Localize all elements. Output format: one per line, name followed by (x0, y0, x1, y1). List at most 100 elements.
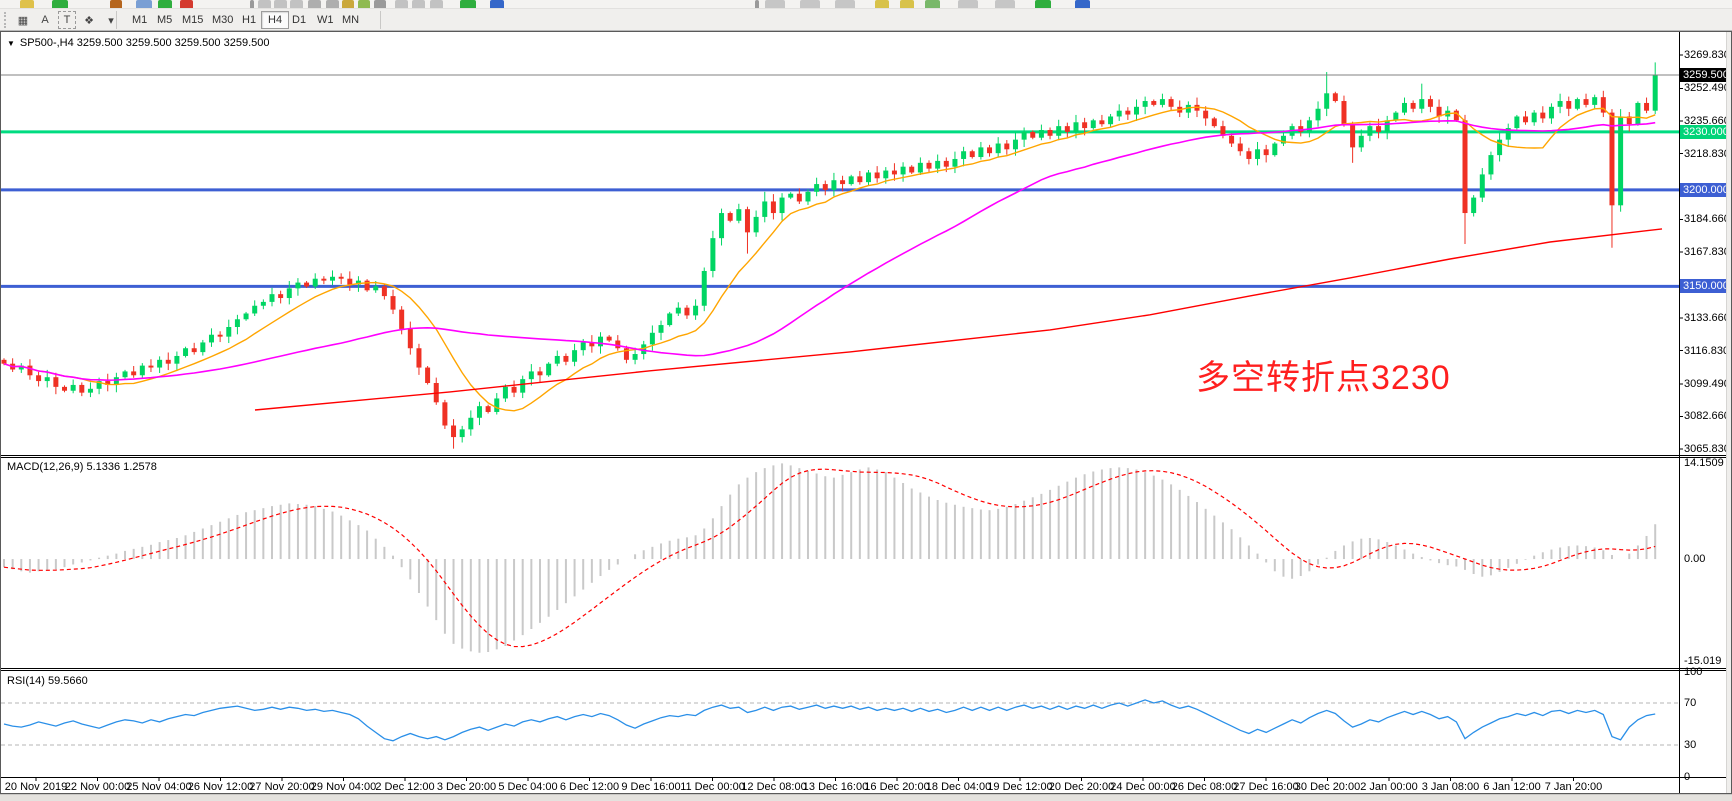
candle (961, 151, 967, 159)
candle (183, 348, 189, 356)
candle (528, 371, 534, 380)
toolbar-icon-fragment[interactable] (326, 0, 339, 8)
candle (390, 296, 396, 310)
candle (1367, 126, 1373, 136)
toolbar-icon-fragment[interactable] (180, 0, 193, 8)
draw-objects-caret-icon[interactable]: ▾ (108, 14, 114, 27)
toolbar-icon-fragment[interactable] (765, 0, 785, 8)
date-axis-label: 6 Dec 12:00 (559, 781, 620, 793)
date-axis-label: 25 Nov 04:00 (126, 781, 192, 793)
candle (425, 367, 431, 384)
candle (866, 172, 871, 183)
toolbar-icon-fragment[interactable] (430, 0, 443, 8)
toolbar-icon-fragment[interactable] (900, 0, 914, 8)
candle (667, 313, 673, 326)
toolbar-icon-fragment[interactable] (250, 0, 254, 8)
candle (546, 363, 552, 376)
toolbar-icon-fragment[interactable] (136, 0, 152, 8)
candle (286, 288, 292, 299)
candle (1151, 101, 1157, 105)
ma-fast-line (3, 106, 1656, 412)
date-axis-label: 2 Jan 00:00 (1360, 781, 1418, 793)
candle (476, 406, 482, 418)
date-axis-label: 13 Dec 16:00 (802, 781, 869, 793)
toolbar-icon-fragment[interactable] (258, 0, 271, 8)
candle (693, 305, 699, 316)
toolbar-icon-fragment[interactable] (958, 0, 978, 8)
candle (312, 278, 318, 287)
candle (572, 350, 578, 362)
toolbar-icon-fragment[interactable] (412, 0, 425, 8)
price-badge: 3259.500 (1680, 67, 1731, 82)
toolbar-icon-fragment[interactable] (995, 0, 1015, 8)
toolbar-icon-fragment[interactable] (110, 0, 122, 8)
price-axis-tick-label: 3218.830 (1684, 147, 1730, 160)
rsi-axis-label: 30 (1684, 739, 1697, 751)
candle (494, 398, 500, 412)
toolbar-icon-fragment[interactable] (490, 0, 504, 8)
timeframe-button-h1[interactable]: H1 (242, 14, 257, 26)
candle (148, 365, 154, 368)
text-annotation-icon[interactable]: A (41, 14, 49, 26)
toolbar-icon-fragment[interactable] (52, 0, 68, 8)
candle (70, 384, 76, 391)
timeframe-button-m1[interactable]: M1 (132, 14, 148, 26)
price-axis-tick-label: 3099.490 (1684, 377, 1730, 390)
candle (157, 359, 163, 368)
timeframe-button-m30[interactable]: M30 (212, 14, 234, 26)
toolbar-icon-fragment[interactable] (290, 0, 303, 8)
date-axis-label: 29 Nov 04:00 (310, 781, 377, 793)
toolbar-icon-fragment[interactable] (374, 0, 386, 8)
candle (347, 278, 353, 285)
text-box-icon[interactable]: T (58, 11, 76, 29)
toolbar-grip[interactable] (4, 12, 8, 28)
rsi-axis-label: 0 (1684, 770, 1691, 783)
timeframe-button-m15[interactable]: M15 (182, 14, 204, 26)
candle (727, 213, 733, 221)
toolbar-icon-fragment[interactable] (875, 0, 889, 8)
price-axis-tick-label: 3082.660 (1684, 410, 1730, 423)
candle (943, 160, 949, 167)
collapse-triangle-icon[interactable]: ▼ (7, 38, 15, 48)
toolbar-icon-fragment[interactable] (835, 0, 855, 8)
candle (355, 280, 361, 285)
timeframe-button-m5[interactable]: M5 (157, 14, 173, 26)
candle (1652, 74, 1658, 111)
toolbar-icon-fragment[interactable] (1075, 0, 1090, 8)
toolbar-icon-fragment[interactable] (342, 0, 354, 8)
toolbar-icon-fragment[interactable] (1035, 0, 1051, 8)
timeframe-button-w1[interactable]: W1 (317, 14, 334, 26)
candle (1073, 122, 1079, 132)
toolbar-icon-fragment[interactable] (20, 0, 34, 8)
toolbar-icon-fragment[interactable] (308, 0, 321, 8)
toolbar-icon-fragment[interactable] (274, 0, 287, 8)
timeframe-button-h4[interactable]: H4 (261, 11, 290, 29)
candle (762, 201, 768, 217)
candle (598, 336, 604, 347)
candle (1012, 139, 1018, 150)
toolbar-icon-fragment[interactable] (755, 0, 759, 8)
candle (675, 307, 681, 314)
toolbar-icon-fragment[interactable] (358, 0, 370, 8)
toolbar-icon-fragment[interactable] (460, 0, 476, 8)
candle (710, 238, 716, 271)
candle (373, 286, 379, 291)
price-axis-tick-label: 3116.830 (1684, 344, 1730, 357)
toolbar-icon-fragment[interactable] (800, 0, 820, 8)
candle (87, 388, 93, 393)
draw-objects-icon[interactable]: ❖ (84, 14, 94, 27)
candle (874, 172, 880, 179)
candle (537, 371, 543, 376)
candle (96, 381, 102, 389)
toolbar-icon-fragment[interactable] (158, 0, 172, 8)
candle (926, 162, 932, 169)
toolbar-icon-fragment[interactable] (395, 0, 408, 8)
date-axis-label: 5 Dec 04:00 (498, 781, 558, 793)
right-scrollbar[interactable] (1726, 32, 1731, 793)
indicator-grid-icon[interactable]: ▦ (17, 14, 29, 27)
candle (278, 294, 284, 299)
timeframe-button-mn[interactable]: MN (342, 14, 360, 26)
timeframe-button-d1[interactable]: D1 (292, 14, 307, 26)
toolbar-icon-fragment[interactable] (925, 0, 940, 8)
